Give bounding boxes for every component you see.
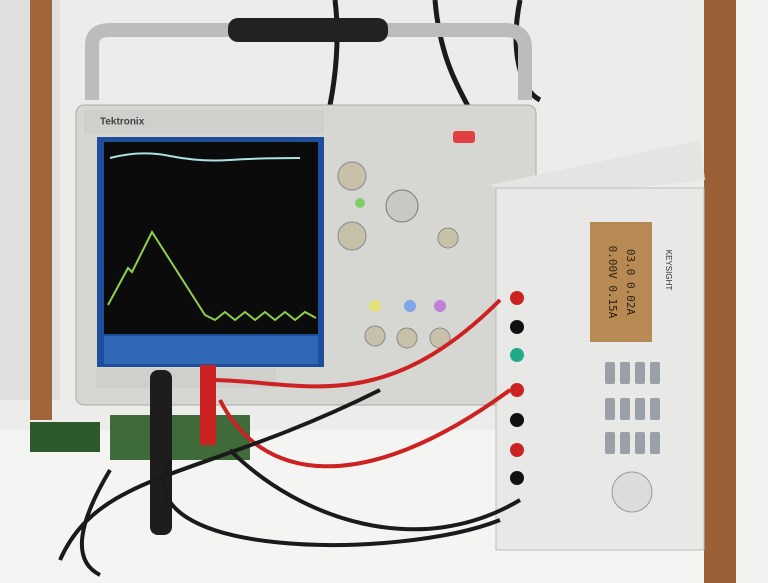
page: {"scope": {"brand": "Tektronix"}, "suppl… <box>0 0 768 583</box>
screen <box>104 142 318 334</box>
lcd-line: 0.00V 0.15A <box>606 246 619 319</box>
probe-clip <box>200 365 216 445</box>
knob <box>438 228 458 248</box>
board <box>30 422 100 452</box>
knob <box>365 326 385 346</box>
scope-brand: Tektronix <box>100 117 145 128</box>
supply-lcd <box>590 222 652 342</box>
photo: Tektronix 03.0 0.02A 0.00V 0.15A KEYSIGH… <box>0 0 768 583</box>
knob <box>386 190 418 222</box>
ch-button <box>369 300 381 312</box>
ch-button <box>404 300 416 312</box>
supply-brand: KEYSIGHT <box>664 250 673 291</box>
handle-grip <box>228 18 388 42</box>
lcd-line: 03.0 0.02A <box>624 249 637 316</box>
knob <box>338 222 366 250</box>
wall-right <box>736 0 768 583</box>
screen-menu <box>104 336 318 364</box>
knob <box>338 162 366 190</box>
wood-post-right <box>704 0 736 583</box>
ch-button <box>434 300 446 312</box>
wood-post-left <box>30 0 52 420</box>
knob <box>397 328 417 348</box>
run-button <box>453 131 475 143</box>
current-probe <box>150 370 172 535</box>
soft-keys <box>96 368 276 388</box>
led <box>355 198 365 208</box>
supply-knob <box>612 472 652 512</box>
